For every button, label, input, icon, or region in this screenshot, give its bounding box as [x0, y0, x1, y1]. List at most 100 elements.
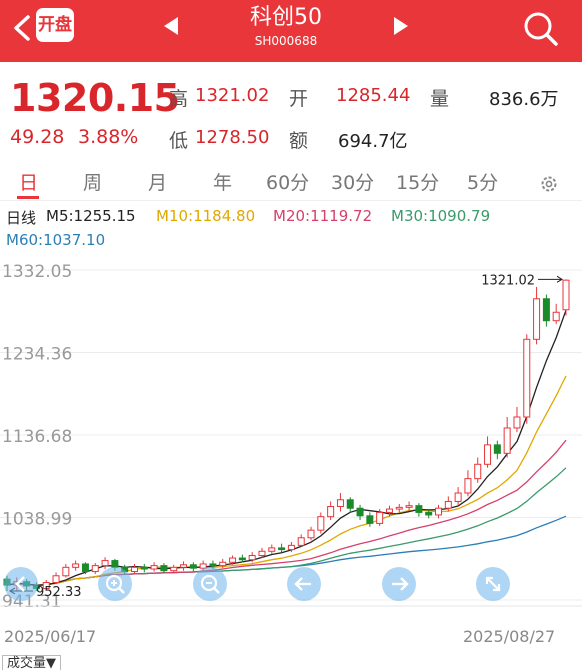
tab-year[interactable]: 年 [213, 172, 233, 194]
zoom-out-button[interactable] [193, 567, 227, 601]
amount-label: 额 [289, 130, 309, 152]
pan-right-button[interactable] [382, 567, 416, 601]
ma10-value: M10:1184.80 [156, 207, 256, 225]
tab-5min[interactable]: 5分 [467, 172, 499, 194]
tab-60min[interactable]: 60分 [266, 172, 310, 194]
candle-down [542, 298, 550, 322]
candle-down [493, 444, 501, 454]
candle-up [297, 537, 305, 546]
period-tabs: 日 周 月 年 60分 30分 15分 5分 [0, 162, 582, 200]
candle-up [464, 478, 472, 494]
stock-code: SH000688 [254, 34, 318, 48]
ma-prefix: 日线 [6, 209, 37, 227]
x-axis-end-date: 2025/08/27 [463, 627, 556, 646]
candle-up [435, 507, 443, 516]
y-tick-label: 1136.68 [2, 427, 72, 447]
candle-up [287, 544, 295, 551]
candle-down [356, 507, 364, 517]
candle-up [307, 529, 315, 539]
zoom-in-button[interactable] [98, 567, 132, 601]
fullscreen-button[interactable] [476, 567, 510, 601]
candle-up [523, 338, 531, 418]
volume-label: 量 [430, 88, 450, 110]
candle-up [376, 511, 384, 524]
candle-up [405, 505, 413, 508]
tab-day[interactable]: 日 [19, 172, 39, 194]
candle-down [140, 566, 148, 570]
candle-up [52, 575, 60, 584]
candle-up [101, 560, 109, 567]
ma60-value: M60:1037.10 [6, 231, 106, 249]
candle-up [562, 279, 570, 311]
zoom-in-icon [105, 574, 125, 594]
tab-30min[interactable]: 30分 [331, 172, 375, 194]
back-arrow-icon[interactable] [10, 14, 34, 42]
ma20-line [6, 439, 567, 586]
candle-down [81, 563, 89, 573]
candle-up [42, 582, 50, 589]
candle-up [395, 506, 403, 510]
candle-down [189, 564, 197, 569]
tab-week[interactable]: 周 [83, 172, 103, 194]
candle-up [533, 298, 541, 340]
candle-up [229, 557, 237, 563]
candle-down [425, 511, 433, 516]
prev-stock-icon[interactable] [162, 16, 180, 36]
candle-up [62, 566, 70, 577]
expand-icon [485, 576, 501, 592]
candle-up [268, 547, 276, 552]
active-tab-indicator [17, 196, 39, 199]
stock-name: 科创50 [250, 5, 322, 30]
ma5-value: M5:1255.15 [46, 207, 136, 225]
gear-icon[interactable] [539, 174, 559, 194]
candle-up [336, 499, 344, 508]
arrow-left-icon [294, 577, 311, 591]
candle-up [552, 311, 560, 322]
candle-up [484, 444, 492, 465]
amount-value: 694.7亿 [338, 131, 408, 152]
open-label: 开 [289, 88, 309, 110]
candle-up [150, 565, 158, 570]
ma10-line [6, 375, 567, 586]
tab-15min[interactable]: 15分 [396, 172, 440, 194]
candle-down [209, 563, 217, 567]
candle-up [219, 561, 227, 567]
low-value: 1278.50 [195, 127, 270, 148]
open-account-badge[interactable]: 开盘 [36, 8, 74, 42]
tab-month[interactable]: 月 [148, 172, 168, 194]
candle-up [513, 416, 521, 429]
y-tick-label: 1234.36 [2, 345, 72, 365]
candle-up [248, 555, 256, 561]
candle-up [444, 500, 452, 509]
candle-up [503, 427, 511, 454]
current-price: 1320.15 [10, 76, 180, 120]
candle-down [415, 505, 423, 513]
header-bar: 开盘 科创50 SH000688 [0, 0, 582, 62]
tabs-divider [0, 200, 582, 201]
candle-up [385, 508, 393, 513]
ma5-line [6, 309, 567, 586]
candle-up [130, 566, 138, 573]
high-value: 1321.02 [195, 85, 270, 106]
next-stock-icon[interactable] [392, 16, 410, 36]
low-label: 低 [169, 130, 189, 152]
search-icon[interactable] [520, 8, 560, 48]
scroll-left-button[interactable] [4, 567, 38, 601]
stock-title: 科创50 SH000688 [200, 3, 372, 49]
candle-up [258, 550, 266, 557]
low-marker-label: 952.33 [36, 585, 82, 600]
zoom-out-icon [200, 574, 220, 594]
high-label: 高 [169, 88, 189, 110]
volume-value: 836.6万 [489, 89, 559, 110]
y-tick-label: 1332.05 [2, 262, 72, 282]
open-value: 1285.44 [336, 85, 411, 106]
candle-up [91, 565, 99, 573]
x-axis-start-date: 2025/06/17 [4, 627, 97, 646]
volume-indicator-selector[interactable]: 成交量▼ [2, 655, 61, 670]
price-change-percent: 3.88% [78, 126, 139, 148]
candle-up [474, 463, 482, 480]
candle-up [454, 492, 462, 502]
kline-chart[interactable]: 1332.051234.361136.681038.99941.311321.0… [0, 250, 582, 622]
pan-left-button[interactable] [287, 567, 321, 601]
candle-down [238, 557, 246, 561]
